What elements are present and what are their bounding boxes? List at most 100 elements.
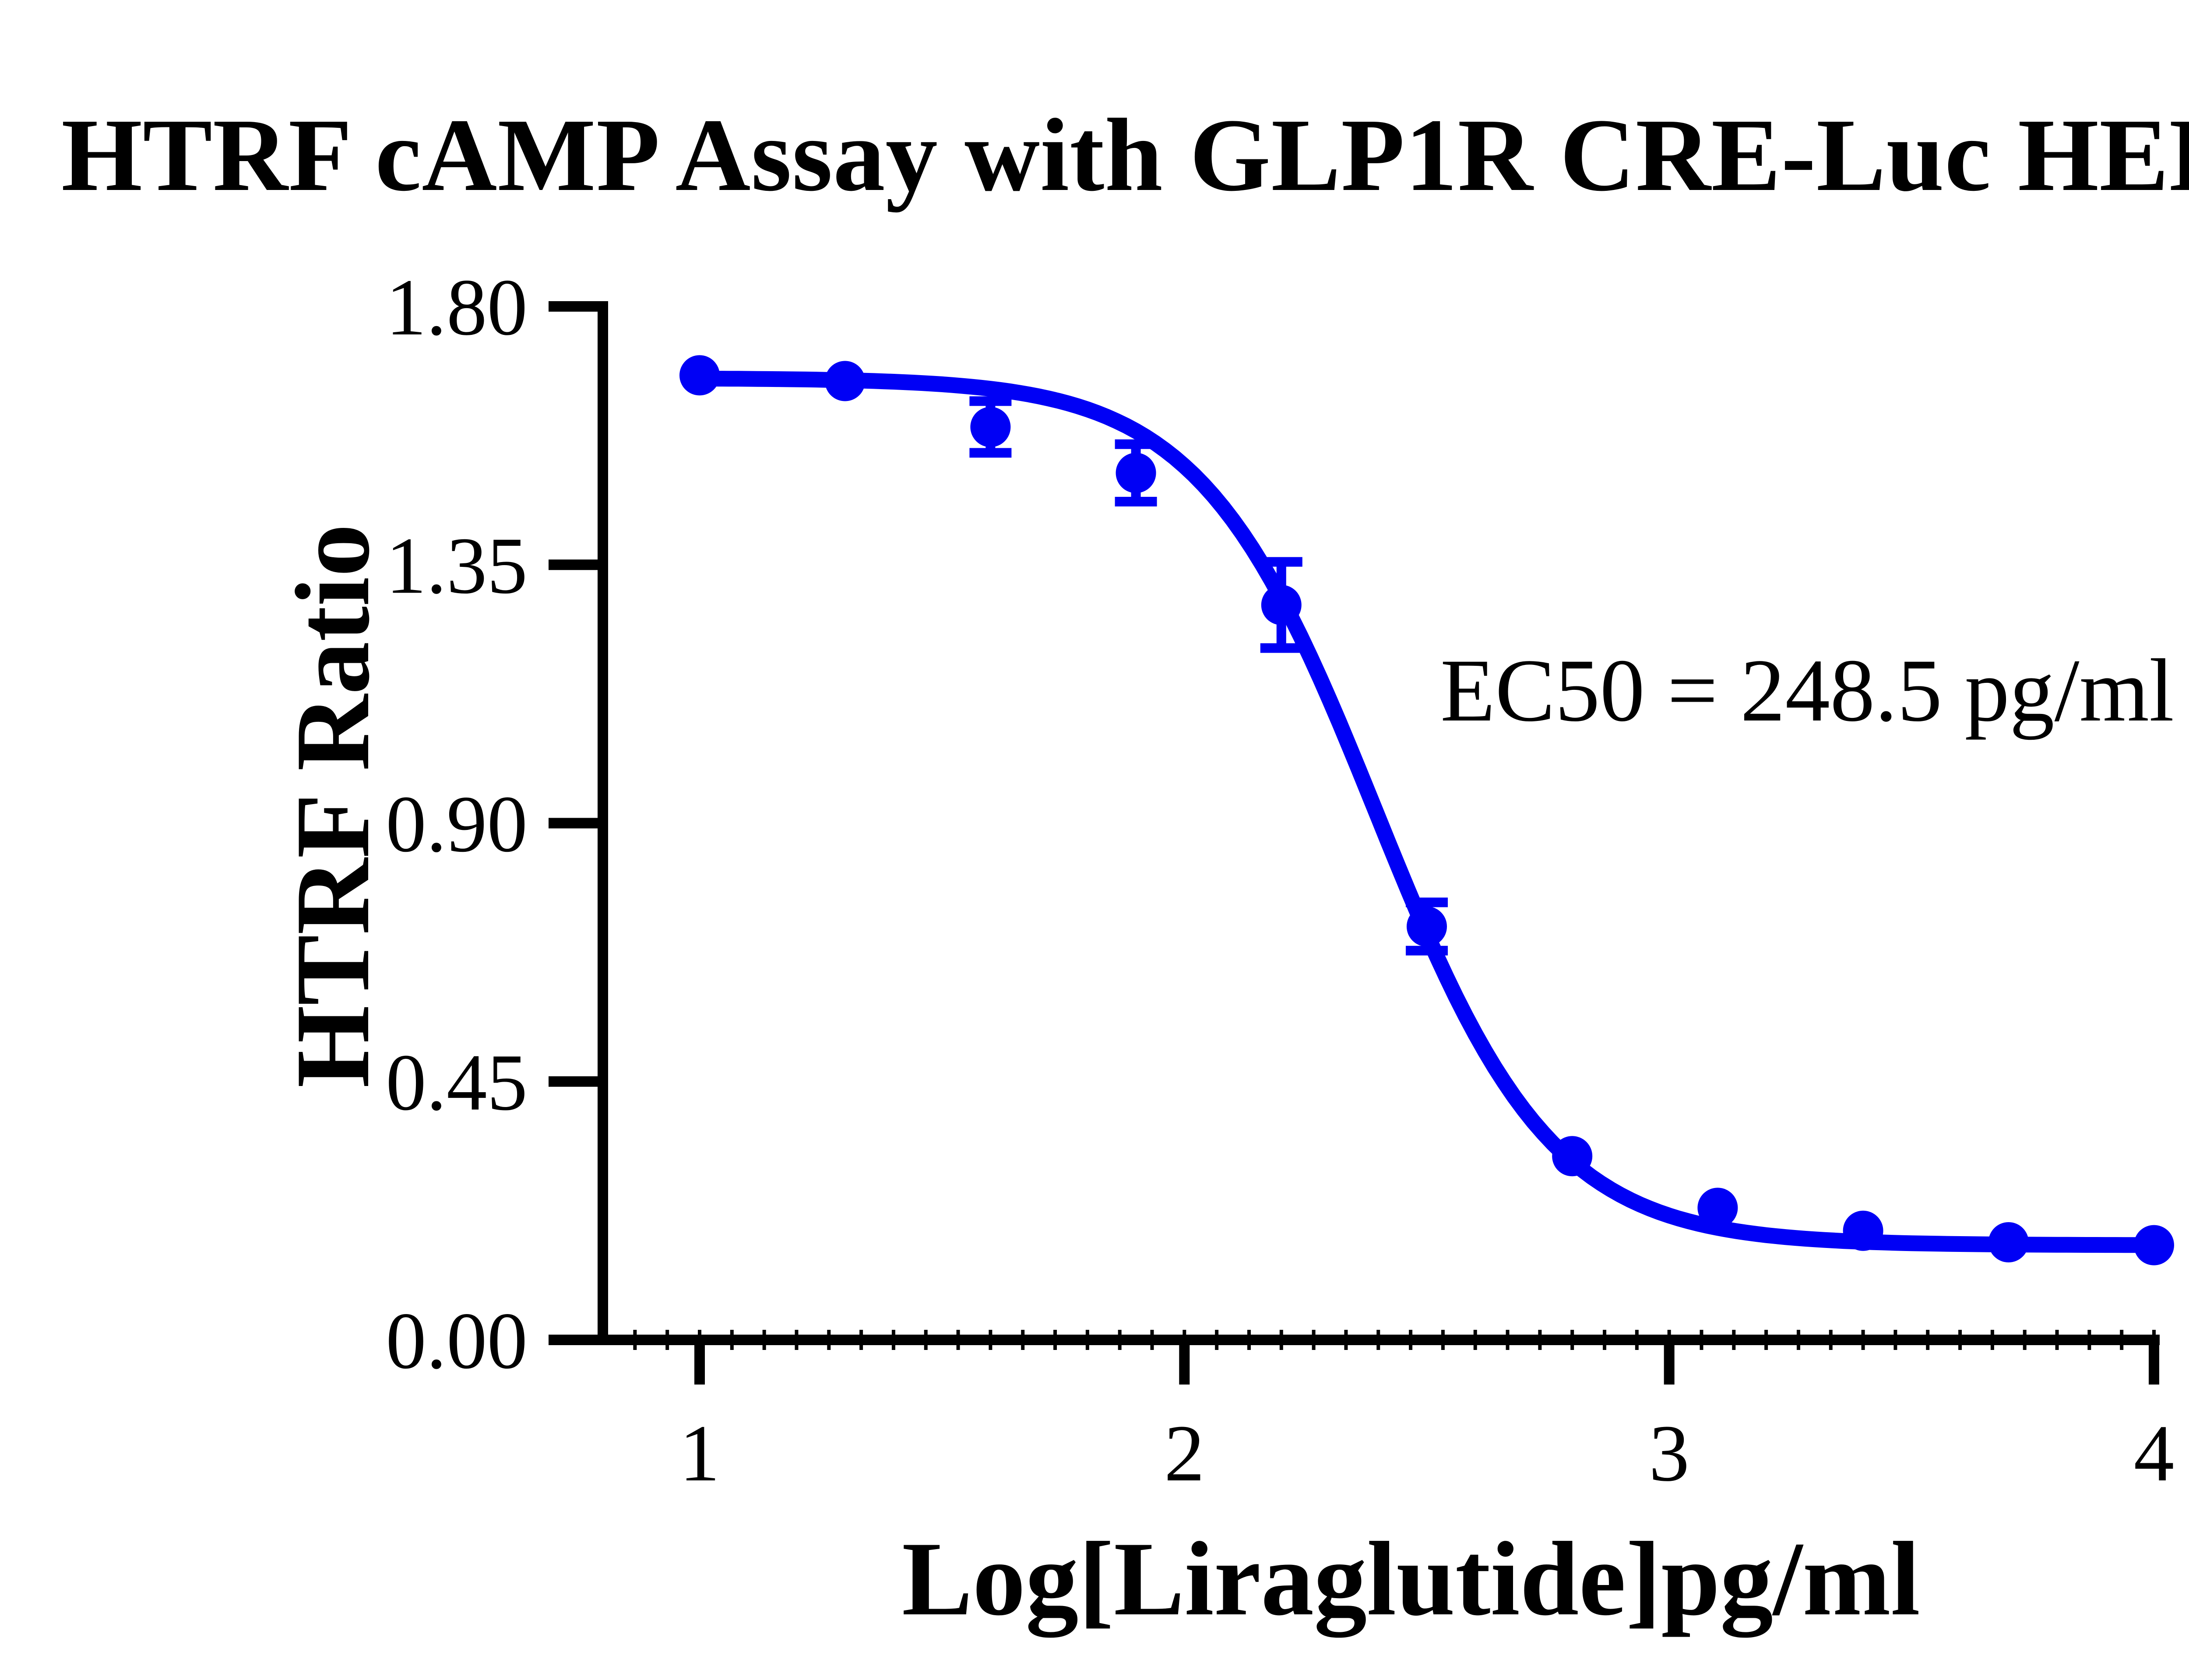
- x-minor-tick: [762, 1345, 766, 1350]
- x-minor-tick: [1829, 1330, 1833, 1335]
- x-minor-tick: [633, 1330, 637, 1335]
- x-minor-tick: [1926, 1330, 1930, 1335]
- x-tick-label: 4: [2134, 1409, 2175, 1498]
- x-minor-tick: [1700, 1330, 1703, 1335]
- data-point: [970, 407, 1011, 447]
- x-minor-tick: [827, 1330, 831, 1335]
- y-tick-label: 0.45: [386, 1038, 528, 1128]
- x-minor-tick: [2120, 1330, 2124, 1335]
- x-minor-tick: [1376, 1345, 1380, 1350]
- x-minor-tick: [2023, 1345, 2027, 1350]
- x-minor-tick: [1215, 1330, 1219, 1335]
- x-minor-tick: [1021, 1345, 1025, 1350]
- x-minor-tick: [1118, 1345, 1122, 1350]
- x-minor-tick: [698, 1330, 701, 1335]
- x-minor-tick: [665, 1330, 669, 1335]
- x-tick: [1664, 1345, 1675, 1385]
- x-minor-tick: [698, 1345, 701, 1350]
- x-minor-tick: [956, 1345, 960, 1350]
- x-minor-tick: [1570, 1345, 1574, 1350]
- x-minor-tick: [2055, 1345, 2059, 1350]
- x-minor-tick: [730, 1330, 734, 1335]
- x-minor-tick: [1053, 1345, 1057, 1350]
- y-tick: [549, 818, 598, 829]
- x-axis-title: Log[Liraglutide]pg/ml: [902, 1520, 1920, 1638]
- x-minor-tick: [1344, 1345, 1348, 1350]
- data-point: [679, 355, 720, 396]
- x-minor-tick: [1635, 1330, 1639, 1335]
- x-minor-tick: [1700, 1345, 1703, 1350]
- x-minor-tick: [665, 1345, 669, 1350]
- x-minor-tick: [2152, 1345, 2156, 1350]
- x-minor-tick: [1118, 1330, 1122, 1335]
- x-minor-tick: [1796, 1330, 1800, 1335]
- x-minor-tick: [924, 1345, 928, 1350]
- x-minor-tick: [633, 1345, 637, 1350]
- x-minor-tick: [1667, 1345, 1671, 1350]
- x-minor-tick: [1764, 1330, 1768, 1335]
- x-minor-tick: [2055, 1330, 2059, 1335]
- x-minor-tick: [1409, 1345, 1413, 1350]
- data-point: [1406, 906, 1447, 947]
- y-tick-label: 0.00: [386, 1296, 528, 1386]
- ec50-annotation: EC50 = 248.5 pg/ml: [1440, 641, 2174, 740]
- y-tick-label: 0.90: [386, 779, 528, 869]
- x-minor-tick: [1506, 1330, 1510, 1335]
- data-point: [2133, 1225, 2174, 1265]
- x-minor-tick: [1053, 1330, 1057, 1335]
- x-minor-tick: [1861, 1345, 1865, 1350]
- x-minor-tick: [1732, 1330, 1736, 1335]
- x-minor-tick: [1603, 1345, 1607, 1350]
- x-tick-label: 1: [679, 1409, 720, 1498]
- y-axis-line: [598, 301, 608, 1345]
- x-minor-tick: [891, 1330, 895, 1335]
- x-minor-tick: [859, 1345, 863, 1350]
- y-tick: [549, 1076, 598, 1087]
- y-tick: [549, 301, 598, 312]
- x-minor-tick: [1085, 1345, 1089, 1350]
- x-minor-tick: [1990, 1330, 1994, 1335]
- data-point: [1697, 1188, 1738, 1228]
- x-minor-tick: [956, 1330, 960, 1335]
- x-minor-tick: [1958, 1330, 1962, 1335]
- x-minor-tick: [1441, 1330, 1445, 1335]
- y-tick: [549, 559, 598, 570]
- x-minor-tick: [1861, 1330, 1865, 1335]
- x-minor-tick: [2023, 1330, 2027, 1335]
- x-minor-tick: [1538, 1345, 1542, 1350]
- y-tick-label: 1.80: [386, 263, 528, 352]
- x-minor-tick: [1829, 1345, 1833, 1350]
- x-minor-tick: [2087, 1330, 2091, 1335]
- x-minor-tick: [2087, 1345, 2091, 1350]
- x-minor-tick: [1570, 1330, 1574, 1335]
- x-minor-tick: [1958, 1345, 1962, 1350]
- x-minor-tick: [1021, 1330, 1025, 1335]
- x-minor-tick: [1732, 1345, 1736, 1350]
- x-minor-tick: [1279, 1345, 1283, 1350]
- x-minor-tick: [989, 1345, 992, 1350]
- chart-title: HTRF cAMP Assay with GLP1R CRE-Luc HEK29…: [61, 98, 2189, 213]
- data-point: [1116, 453, 1156, 493]
- x-minor-tick: [2152, 1330, 2156, 1335]
- x-minor-tick: [2120, 1345, 2124, 1350]
- x-minor-tick: [1667, 1330, 1671, 1335]
- x-minor-tick: [827, 1345, 831, 1350]
- x-minor-tick: [1150, 1345, 1154, 1350]
- x-minor-tick: [989, 1330, 992, 1335]
- x-minor-tick: [1764, 1345, 1768, 1350]
- x-axis-line: [598, 1335, 2160, 1345]
- x-minor-tick: [1796, 1345, 1800, 1350]
- x-minor-tick: [1893, 1345, 1897, 1350]
- x-minor-tick: [1150, 1330, 1154, 1335]
- x-minor-tick: [730, 1345, 734, 1350]
- x-minor-tick: [1538, 1330, 1542, 1335]
- x-minor-tick: [795, 1330, 799, 1335]
- x-tick: [2148, 1345, 2159, 1385]
- y-tick-label: 1.35: [386, 521, 528, 611]
- y-tick: [549, 1335, 598, 1345]
- x-minor-tick: [1279, 1330, 1283, 1335]
- x-tick: [694, 1345, 705, 1385]
- x-minor-tick: [795, 1345, 799, 1350]
- x-minor-tick: [1603, 1330, 1607, 1335]
